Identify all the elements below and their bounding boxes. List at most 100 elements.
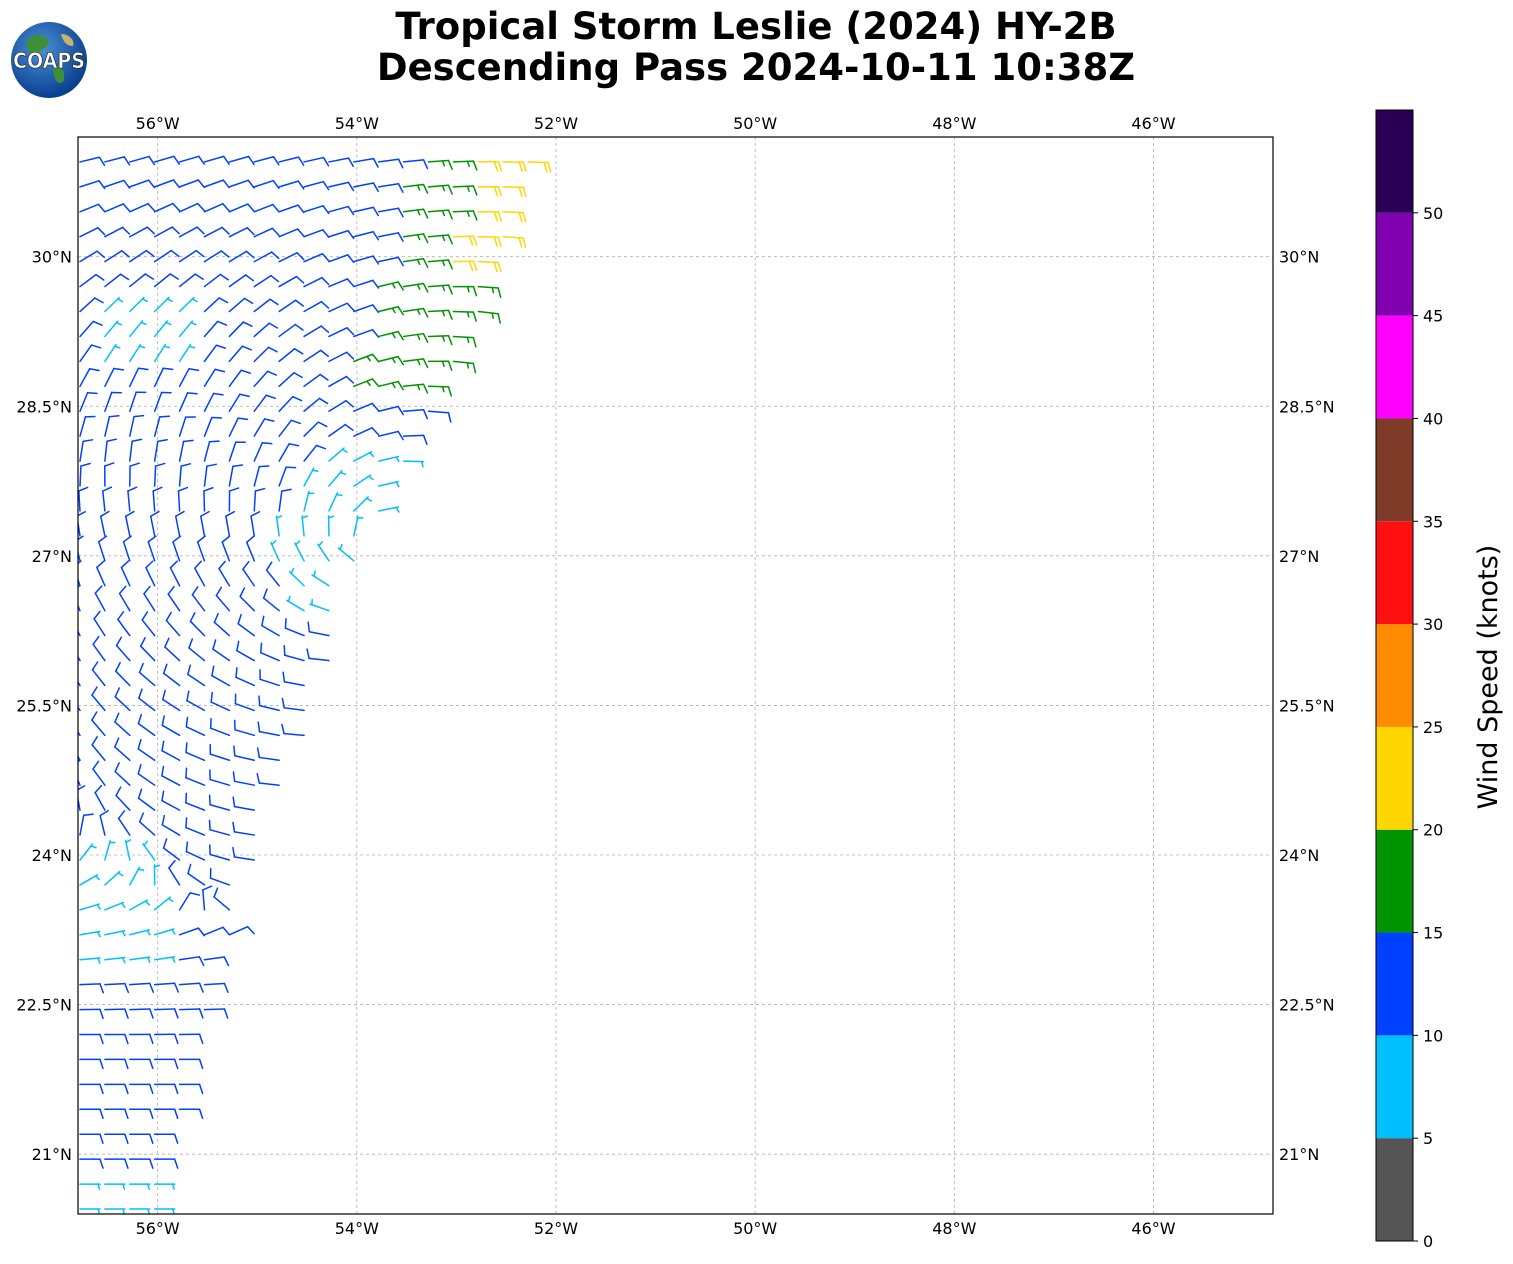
wind-barb <box>129 1108 154 1120</box>
wind-barb <box>172 535 182 562</box>
wind-barb <box>129 929 151 936</box>
barb-flag <box>91 711 98 721</box>
barb-staff <box>284 654 305 662</box>
barb-flag <box>306 648 310 660</box>
wind-barb <box>79 462 91 487</box>
wind-barb <box>178 892 201 911</box>
wind-barb <box>452 185 478 196</box>
barb-half-flag <box>395 506 400 513</box>
wind-barb <box>178 249 205 263</box>
wind-barb <box>178 1083 204 1095</box>
barb-staff <box>265 569 280 587</box>
barb-flag <box>244 274 255 282</box>
wind-barb <box>129 982 155 993</box>
barb-staff <box>258 730 280 737</box>
barb-flag <box>124 1158 129 1169</box>
barb-half-flag <box>146 929 151 936</box>
barb-staff <box>452 235 475 238</box>
barb-flag <box>321 276 330 286</box>
barb-flag <box>208 819 211 831</box>
wind-barb <box>104 1183 126 1190</box>
barb-flag <box>447 334 453 346</box>
barb-flag <box>447 360 453 371</box>
colorbar-bin <box>1376 212 1413 316</box>
barb-half-flag <box>97 1183 101 1190</box>
wind-barb <box>147 535 157 562</box>
barb-half-flag <box>171 1183 175 1190</box>
barb-staff <box>328 423 347 437</box>
barb-staff <box>104 839 111 861</box>
barb-flag <box>371 427 380 436</box>
wind-barb <box>178 463 192 487</box>
barb-staff <box>104 901 125 911</box>
barb-flag <box>319 373 329 381</box>
barb-half-flag <box>97 957 101 964</box>
wind-barb <box>129 1008 154 1019</box>
wind-barb <box>311 570 330 587</box>
wind-barb <box>178 1058 204 1070</box>
barb-flag <box>147 202 156 212</box>
barb-flag <box>92 635 100 646</box>
wind-barb <box>402 460 425 468</box>
wind-barb <box>141 611 156 637</box>
barb-staff <box>138 697 156 712</box>
barb-staff <box>153 320 169 338</box>
barb-flag <box>93 610 101 620</box>
barb-flag <box>174 510 185 518</box>
barb-staff <box>477 310 499 315</box>
barb-staff <box>117 618 131 637</box>
barb-staff <box>129 296 145 313</box>
barb-flag <box>281 488 292 492</box>
barb-staff <box>78 630 81 637</box>
barb-staff <box>253 274 272 288</box>
barb-staff <box>253 179 275 188</box>
wind-barb <box>286 595 305 612</box>
wind-barb <box>281 697 305 712</box>
barb-half-flag <box>94 875 101 881</box>
barb-half-flag <box>339 543 343 551</box>
barb-staff <box>328 254 349 263</box>
wind-barb <box>303 349 329 363</box>
barb-flag <box>124 1058 129 1070</box>
barb-staff <box>228 155 250 163</box>
barb-staff <box>149 515 156 537</box>
barb-flag <box>198 956 205 967</box>
barb-flag <box>497 160 503 172</box>
wind-barb <box>427 184 453 195</box>
barb-staff <box>96 566 106 587</box>
wind-barb <box>153 1008 179 1019</box>
barb-staff <box>153 249 173 263</box>
wind-barb <box>253 442 273 462</box>
barb-staff <box>258 704 280 712</box>
lat-tick-label-left: 28.5°N <box>16 397 72 416</box>
wind-barb <box>278 228 305 238</box>
wind-barb <box>353 353 380 363</box>
wind-barb <box>177 486 189 512</box>
wind-barb <box>213 887 231 911</box>
wind-barb <box>79 415 96 437</box>
barb-flag <box>468 260 474 272</box>
wind-barb <box>153 462 166 487</box>
barb-flag <box>214 368 226 373</box>
barb-flag <box>422 183 429 194</box>
barb-half-flag <box>416 384 421 391</box>
wind-barb <box>208 844 231 861</box>
barb-staff <box>178 179 200 188</box>
barb-flag <box>272 156 280 166</box>
barb-flag <box>168 859 176 869</box>
wind-barb <box>124 839 132 861</box>
barb-half-flag <box>416 358 421 366</box>
barb-flag <box>292 395 303 402</box>
barb-flag <box>172 535 182 543</box>
barb-half-flag <box>441 234 446 242</box>
wind-barb <box>78 759 81 786</box>
wind-barb <box>377 330 404 341</box>
barb-half-flag <box>441 385 445 393</box>
barb-staff <box>104 203 125 213</box>
barb-flag <box>247 203 255 213</box>
barb-flag <box>198 1058 204 1070</box>
wind-barb <box>278 275 305 288</box>
barb-half-flag <box>369 451 375 458</box>
barb-flag <box>124 1083 129 1095</box>
barb-flag <box>371 402 380 412</box>
